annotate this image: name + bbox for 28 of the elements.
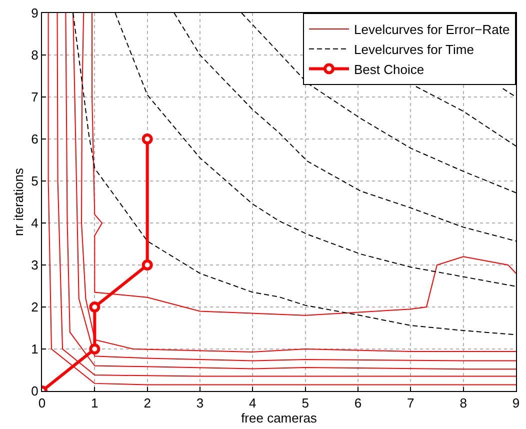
legend-label: Best Choice: [354, 62, 424, 77]
x-tick-label: 3: [196, 396, 204, 411]
point: [142, 134, 153, 144]
y-axis-title: nr iterations: [11, 168, 26, 236]
legend-label: Levelcurves for Time: [354, 42, 474, 57]
y-tick-label: 0: [31, 384, 38, 399]
x-tick-label: 9: [512, 396, 520, 411]
x-tick-label: 2: [144, 396, 151, 411]
y-tick-label: 3: [31, 258, 38, 273]
legend-label: Levelcurves for Error−Rate: [354, 22, 510, 38]
point: [89, 302, 100, 312]
y-tick-label: 5: [31, 174, 38, 189]
y-tick-label: 8: [31, 48, 38, 63]
x-tick-label: 4: [249, 396, 256, 411]
point: [142, 260, 153, 270]
x-tick-label: 7: [407, 396, 414, 411]
y-tick-label: 6: [31, 132, 38, 147]
y-tick-label: 4: [31, 216, 38, 231]
x-tick-label: 8: [460, 396, 467, 411]
y-tick-label: 1: [31, 342, 38, 357]
x-axis-title: free cameras: [241, 410, 318, 426]
y-tick-label: 2: [31, 300, 38, 315]
x-tick-label: 6: [354, 396, 362, 411]
y-tick-label: 9: [31, 6, 38, 21]
point: [89, 344, 100, 354]
x-tick-label: 1: [91, 396, 98, 411]
y-tick-label: 7: [31, 90, 38, 105]
x-tick-label: 5: [302, 396, 309, 411]
